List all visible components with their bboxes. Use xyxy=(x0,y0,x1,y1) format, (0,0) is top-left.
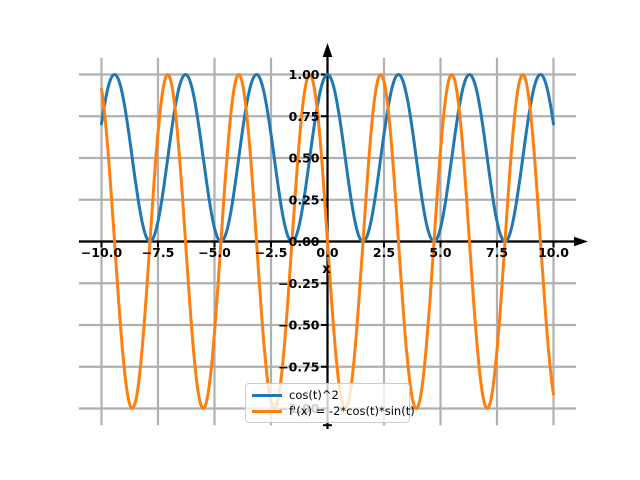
curve-neg_two_cos_sin xyxy=(100,73,555,410)
x-tick-label: −5.0 xyxy=(198,245,231,260)
legend: cos(t)^2 f'(x) = -2*cos(t)*sin(t) xyxy=(245,383,415,423)
y-tick-label: 0.50 xyxy=(289,151,320,166)
legend-item: f'(x) = -2*cos(t)*sin(t) xyxy=(252,404,415,419)
y-tick-label: −0.50 xyxy=(278,318,320,333)
legend-label: f'(x) = -2*cos(t)*sin(t) xyxy=(289,403,415,418)
x-tick-label: −7.5 xyxy=(142,245,175,260)
x-tick-label: 7.5 xyxy=(486,245,508,260)
x-axis-arrow-icon xyxy=(574,236,588,247)
x-tick-label: 10.0 xyxy=(538,245,569,260)
y-tick-label: 0.00 xyxy=(289,234,320,249)
curve-cos_squared xyxy=(100,73,555,243)
legend-line-sample-cos-squared xyxy=(252,393,282,397)
x-tick-label: 2.5 xyxy=(373,245,395,260)
legend-item: cos(t)^2 xyxy=(252,388,403,403)
x-tick-label: 0.0 xyxy=(316,245,338,260)
y-tick-label: 1.00 xyxy=(289,67,320,82)
y-tick-label: −0.75 xyxy=(278,359,319,374)
y-tick-label: 0.25 xyxy=(289,192,320,207)
y-axis-arrow-icon xyxy=(322,43,333,57)
y-tick-label: 0.75 xyxy=(289,109,320,124)
x-axis-label: x xyxy=(322,262,331,277)
x-tick-label: −2.5 xyxy=(255,245,288,260)
x-tick-label: 5.0 xyxy=(429,245,451,260)
x-tick-label: −10.0 xyxy=(81,245,123,260)
legend-label: cos(t)^2 xyxy=(289,387,339,402)
y-tick-label: −0.25 xyxy=(278,276,319,291)
legend-line-sample-derivative xyxy=(252,409,282,413)
